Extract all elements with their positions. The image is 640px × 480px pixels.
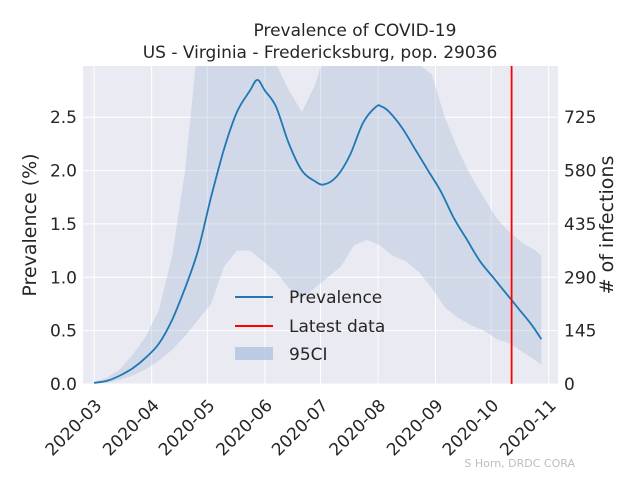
chart-title: Prevalence of COVID-19: [254, 21, 457, 41]
y-tick-label: 2.0: [50, 162, 77, 182]
x-tick-label: 2020-08: [326, 396, 390, 460]
legend-prevalence-label: Prevalence: [289, 288, 382, 308]
x-tick-label: 2020-07: [268, 396, 332, 460]
x-tick-label: 2020-10: [439, 396, 503, 460]
x-tick-label: 2020-09: [383, 396, 447, 460]
x-tick-labels: 2020-032020-042020-052020-062020-072020-…: [42, 396, 561, 460]
y-tick-label: 0.5: [50, 322, 77, 342]
y-tick-label: 0.0: [50, 375, 77, 395]
y-axis-label: Prevalence (%): [19, 153, 41, 296]
y2-tick-label: 435: [564, 215, 596, 235]
ci-band: [94, 66, 542, 384]
y-tick-labels: 0.0 0.5 1.0 1.5 2.0 2.5: [50, 108, 77, 395]
x-tick-label: 2020-06: [212, 396, 276, 460]
chart-subtitle: US - Virginia - Fredericksburg, pop. 290…: [143, 43, 498, 63]
y2-tick-label: 725: [564, 108, 596, 128]
y2-tick-label: 0: [564, 375, 575, 395]
y2-tick-label: 580: [564, 162, 596, 182]
y2-tick-label: 145: [564, 322, 596, 342]
grid: [83, 66, 558, 385]
ci-band-area: [94, 66, 542, 384]
x-tick-label: 2020-04: [99, 396, 163, 460]
x-tick-label: 2020-11: [496, 396, 560, 460]
prevalence-line: [93, 78, 543, 384]
y2-tick-label: 290: [564, 268, 596, 288]
y-tick-label: 1.5: [50, 215, 77, 235]
legend-ci-swatch: [235, 347, 273, 360]
y2-tick-labels: 0 145 290 435 580 725: [564, 108, 596, 395]
y2-axis-label: # of infections: [596, 156, 618, 295]
legend-latest-label: Latest data: [289, 317, 385, 337]
x-tick-label: 2020-03: [42, 396, 106, 460]
y-tick-label: 2.5: [50, 108, 77, 128]
x-tick-label: 2020-05: [155, 396, 219, 460]
credit-text: S Horn, DRDC CORA: [464, 457, 575, 470]
legend: Prevalence Latest data 95CI: [235, 288, 385, 365]
y-tick-label: 1.0: [50, 268, 77, 288]
series-lines: [93, 66, 543, 384]
legend-ci-label: 95CI: [289, 345, 328, 365]
